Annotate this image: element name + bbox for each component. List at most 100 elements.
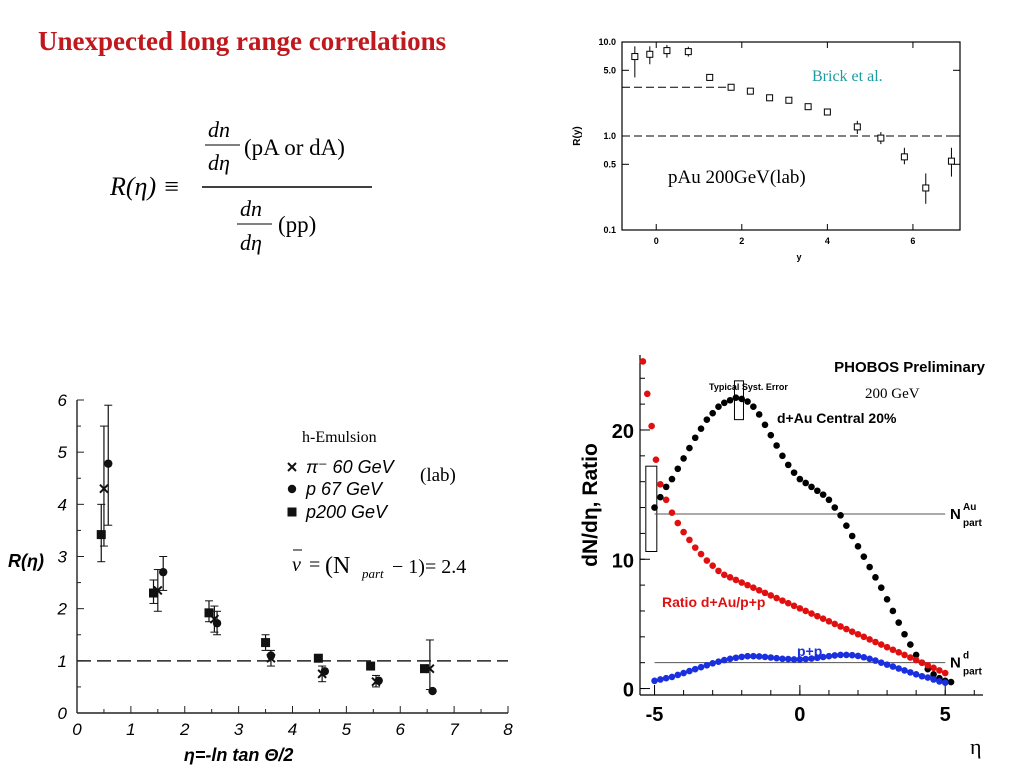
data-point [866,563,873,571]
data-point [686,667,693,675]
y-tick-label: 10.0 [598,37,616,47]
data-point [872,657,879,664]
eta-axis-label: η [970,734,982,759]
data-point [652,456,660,464]
series-label-pp: p+p [797,643,822,659]
x-tick-label: 5 [940,704,951,726]
data-point [703,557,711,564]
data-point [860,653,868,661]
data-point [744,398,751,405]
data-point [814,654,821,662]
data-point [755,586,763,594]
data-point [680,669,687,677]
data-point [668,673,676,681]
data-point [646,50,654,58]
data-point [204,608,214,618]
data-point [889,663,897,670]
data-point [819,615,827,623]
nu-sub: part [361,566,384,581]
data-point [796,605,804,612]
data-point [901,667,908,674]
data-point [808,483,815,491]
annotation-emulsion: h-Emulsion [302,429,377,446]
x-tick-label: 8 [503,720,513,739]
x-tick-label: 2 [179,720,190,739]
x-tick-label: 7 [449,720,459,739]
data-point [837,512,844,519]
data-point [918,672,926,680]
data-point [907,641,914,648]
data-point [320,667,330,676]
data-point [657,676,664,683]
y-tick-label: 0.1 [603,225,616,235]
data-point [668,475,676,483]
data-point [639,358,647,365]
data-point [825,618,833,625]
data-point [941,669,949,677]
annotation-lab: (lab) [420,465,456,486]
data-point [680,528,687,536]
data-point [853,123,861,131]
data-point [877,134,885,142]
npart-d-sub: part [963,667,983,678]
data-point [779,597,786,604]
y-axis-label: R(y) [572,126,583,145]
data-point [784,461,792,469]
data-point [779,452,786,460]
data-point [773,654,780,662]
x-tick-label: 6 [396,720,406,739]
data-point [843,651,850,659]
data-point [773,594,780,602]
data-point [419,664,429,674]
data-point [860,633,868,641]
formula-den-arg: (pp) [278,212,316,237]
x-tick-label: 6 [910,236,915,246]
data-point [784,599,792,607]
data-point [648,422,655,430]
npart-au-label: N [950,506,961,523]
data-point [837,651,844,659]
data-point [883,596,891,603]
pau-ratio-chart: 0 2 4 6 10.0 5.0 1.0 0.5 0.1 y R(y) Brick et al. pAu… [572,37,961,262]
data-point [779,655,786,663]
data-point [848,651,856,659]
data-point [808,655,815,662]
data-point [941,679,949,687]
legend-marker [287,462,297,472]
x-tick-label: -5 [646,704,664,726]
data-point [912,656,920,664]
data-point [738,395,746,403]
data-point [261,638,271,648]
data-point [831,504,839,511]
data-point [726,396,734,404]
data-point [922,184,930,192]
data-point [266,651,276,660]
nu-rest: − 1)= 2.4 [392,556,466,578]
data-point [866,655,873,663]
data-point [755,411,763,418]
data-point [930,671,937,678]
data-point [313,653,323,663]
npart-au-sup: Au [963,502,976,513]
data-point [697,550,705,558]
data-point [706,73,714,81]
data-point [755,653,763,660]
data-point [715,658,722,665]
data-point [883,661,891,668]
data-point [750,584,757,591]
emulsion-ratio-chart: 0 1 2 3 4 5 6 7 8 0 1 2 3 4 5 6 η=-ln tan Θ/2 R(η) π⁻ 60 G… [8,391,513,765]
data-point [831,652,839,659]
data-point [744,652,751,660]
data-point [643,390,651,398]
annotation-pau: pAu 200GeV(lab) [668,167,806,188]
data-point [930,676,937,683]
data-point [924,674,932,681]
x-axis-label: η=-ln tan Θ/2 [184,745,294,765]
data-point [761,653,769,661]
data-point [715,567,722,575]
data-point [726,655,734,663]
data-point [159,567,168,577]
data-point [825,652,833,660]
data-point [674,519,682,527]
data-point [767,654,775,661]
